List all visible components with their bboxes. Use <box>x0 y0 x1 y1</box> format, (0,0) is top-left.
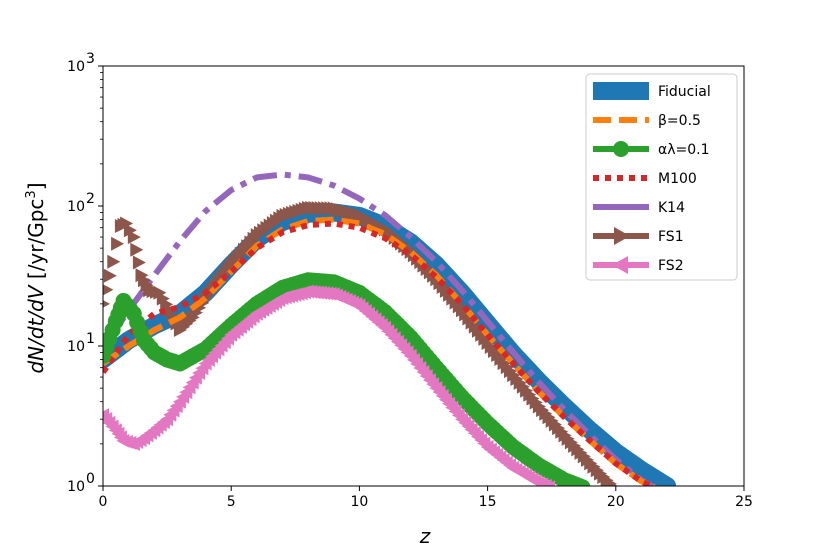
series-point <box>123 223 137 238</box>
series-point <box>103 284 114 296</box>
legend-label: K14 <box>658 200 685 216</box>
y-axis-title-close: ] <box>24 182 48 190</box>
legend-label: M100 <box>658 171 697 187</box>
series-point <box>607 480 618 486</box>
x-tick-label: 5 <box>227 494 236 510</box>
legend-entry: K14 <box>593 200 685 216</box>
x-tick-label: 15 <box>479 494 497 510</box>
series-point <box>127 230 141 245</box>
legend-swatch-marker <box>612 256 628 274</box>
series-point <box>120 216 134 231</box>
series-line <box>103 171 656 486</box>
y-tick-label: 10 <box>67 479 85 495</box>
series-point <box>111 236 125 251</box>
x-tick-label: 20 <box>607 494 625 510</box>
y-axis-title-sup: 3 <box>24 190 39 198</box>
y-axis-title-unit: [/yr/Gpc <box>24 199 48 286</box>
y-tick-label: 10 <box>67 339 85 355</box>
series-point <box>544 480 556 486</box>
series-point <box>103 268 117 283</box>
legend-label: Fiducial <box>658 84 711 100</box>
legend-box <box>585 73 738 281</box>
legend-entry: β=0.5 <box>593 113 701 129</box>
y-tick-base: 10 <box>67 59 85 75</box>
y-tick-exponent: 1 <box>86 331 95 347</box>
series-k14 <box>103 171 656 486</box>
y-tick-base: 10 <box>67 339 85 355</box>
y-tick-label: 10 <box>67 199 85 215</box>
y-tick-exponent: 0 <box>86 471 95 487</box>
series-m100 <box>103 220 656 486</box>
series-point <box>163 303 177 318</box>
legend-entry: M100 <box>593 171 697 187</box>
series-point <box>156 291 170 306</box>
x-tick-label: 0 <box>99 494 108 510</box>
series-point <box>103 300 110 308</box>
y-tick-exponent: 2 <box>86 191 95 207</box>
y-tick-exponent: 3 <box>86 51 95 67</box>
y-tick-base: 10 <box>67 199 85 215</box>
legend: Fiducial β=0.5 αλ=0.1 M100 K14 FS1 FS2 <box>585 73 738 281</box>
series-point <box>153 285 167 300</box>
series-point <box>130 242 144 257</box>
series-point <box>107 254 121 269</box>
legend-label: FS1 <box>658 229 684 245</box>
x-tick-label: 10 <box>350 494 368 510</box>
legend-entry: FS1 <box>593 227 684 245</box>
legend-entry: FS2 <box>593 256 684 274</box>
y-tick-label: 10 <box>67 59 85 75</box>
legend-entry: αλ=0.1 <box>593 141 710 158</box>
y-axis-title: dN/dt/dV [/yr/Gpc3] <box>24 182 48 373</box>
y-axis-title-var: dN/dt/dV <box>24 284 48 373</box>
x-axis: 0 5 10 15 20 25 <box>99 486 753 510</box>
series-layer <box>103 171 677 486</box>
legend-swatch-marker <box>613 141 629 157</box>
legend-swatch-marker <box>614 227 630 245</box>
plot-frame <box>102 65 745 487</box>
series-point <box>574 479 591 486</box>
legend-label: αλ=0.1 <box>658 142 710 158</box>
x-axis-title: z <box>419 524 431 548</box>
legend-label: β=0.5 <box>658 113 701 129</box>
y-tick-base: 10 <box>67 479 85 495</box>
series-fs2 <box>103 284 556 486</box>
series-fs1 <box>103 200 618 486</box>
series-point <box>132 255 146 270</box>
legend-entry: Fiducial <box>593 82 711 100</box>
series-line <box>103 220 656 486</box>
legend-label: FS2 <box>658 258 684 274</box>
x-tick-label: 25 <box>735 494 753 510</box>
series-point <box>160 297 174 312</box>
